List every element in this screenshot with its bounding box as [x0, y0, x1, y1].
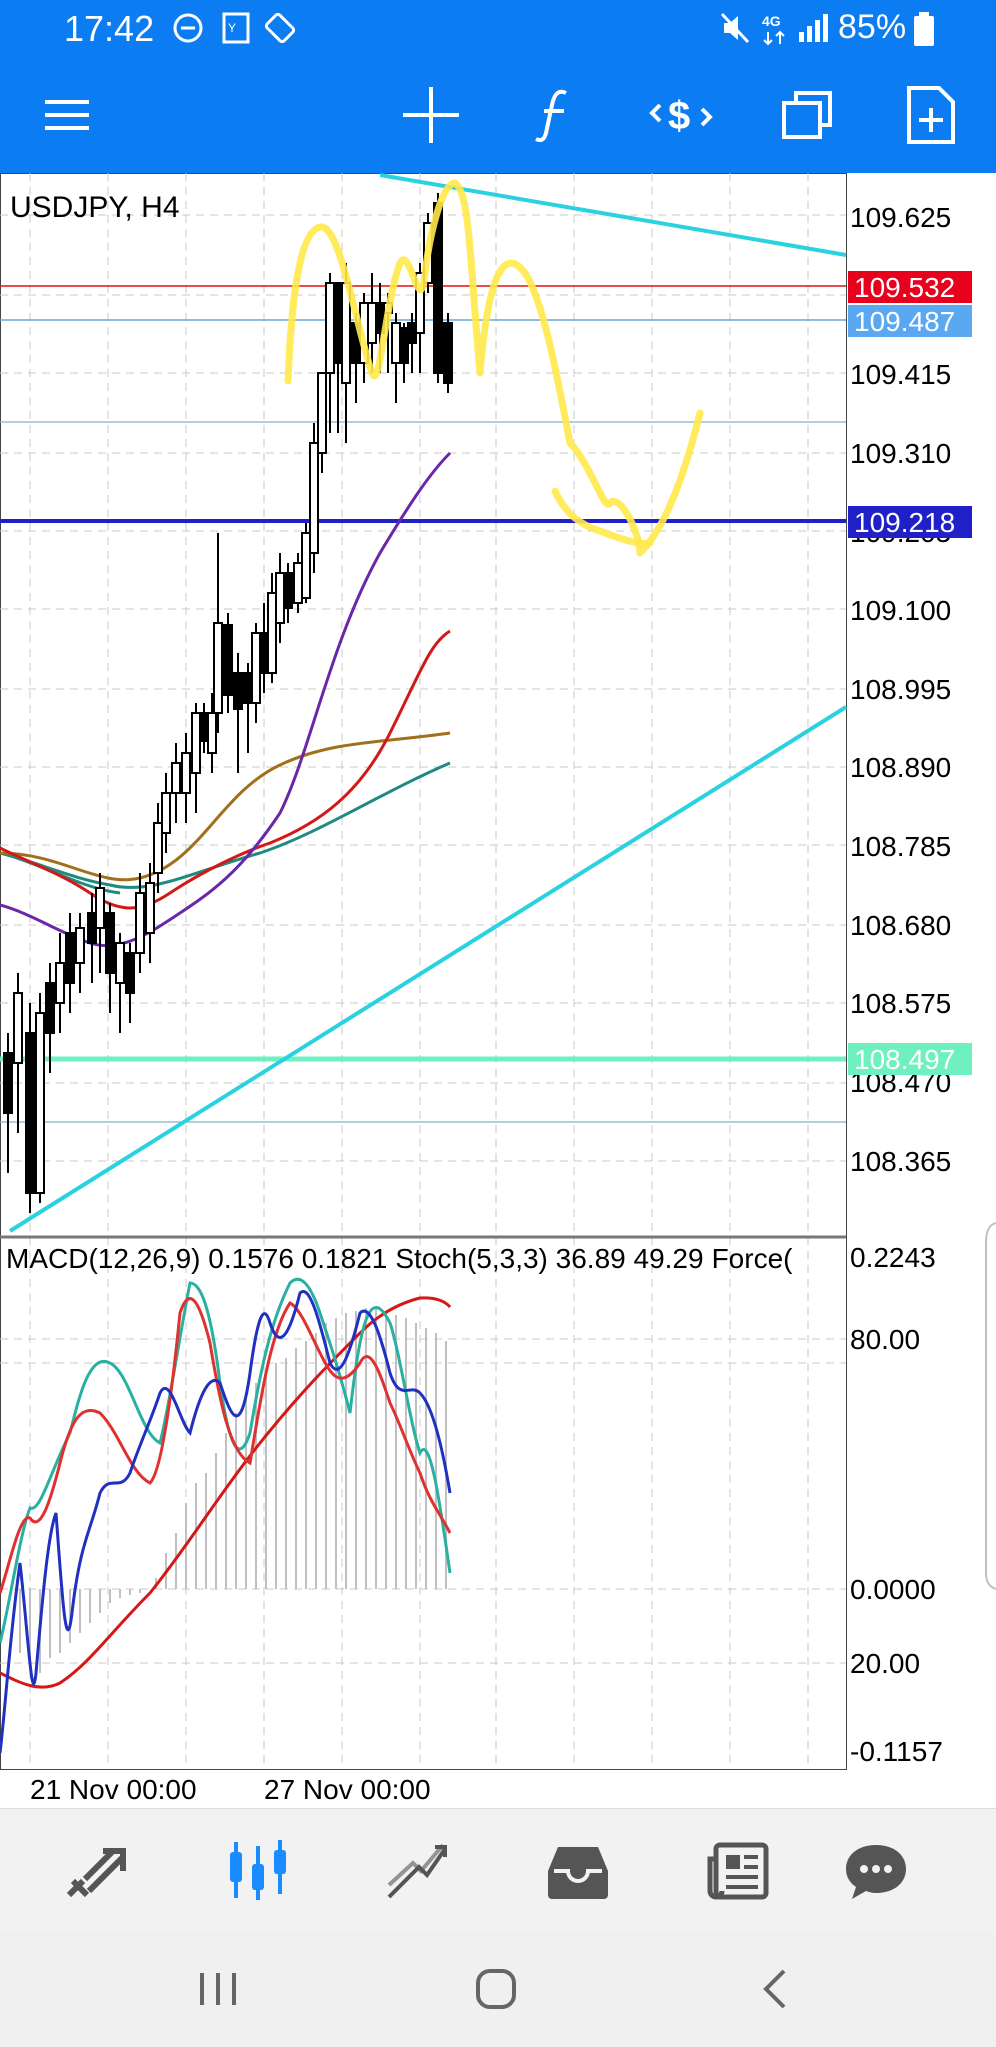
svg-text:$: $: [668, 94, 690, 138]
bid-price-text: 109.532: [854, 272, 955, 303]
ask-price-tag: [848, 305, 972, 337]
level-green-text: 108.497: [854, 1044, 955, 1075]
function-icon: [535, 89, 567, 143]
history-icon: [548, 1847, 608, 1899]
level-blue-text: 109.218: [854, 507, 955, 538]
back-button[interactable]: [736, 1959, 816, 2019]
recents-button[interactable]: [178, 1959, 258, 2019]
stoch-signal-line: [0, 1297, 452, 1594]
crosshair-icon: [403, 87, 459, 143]
stoch-main-line: [0, 1277, 452, 1644]
svg-text:Y: Y: [228, 21, 236, 35]
indicator-legend: MACD(12,26,9) 0.1576 0.1821 Stoch(5,3,3) …: [6, 1243, 846, 1275]
force-index-line: [0, 1289, 452, 1754]
battery-icon: [914, 12, 934, 46]
price-tick: 108.680: [850, 910, 951, 941]
time-label: 21 Nov 00:00: [30, 1774, 197, 1805]
system-navigation: [0, 1931, 996, 2047]
indicators-button[interactable]: [520, 80, 590, 150]
signal-icon: [799, 14, 828, 42]
chart-icon: [230, 1840, 286, 1900]
menu-button[interactable]: [32, 80, 102, 150]
chart-canvas[interactable]: 109.625 109.415 109.310 109.205 109.100 …: [0, 173, 996, 1808]
level-green-tag: [848, 1043, 972, 1075]
nav-news[interactable]: [698, 1833, 778, 1909]
symbol-timeframe: USDJPY, H4: [10, 191, 180, 224]
price-tick: 108.575: [850, 988, 951, 1019]
new-order-button[interactable]: [896, 80, 966, 150]
rotate-icon: [264, 12, 296, 44]
time-label: 27 Nov 00:00: [264, 1774, 431, 1805]
candlesticks: [3, 193, 453, 1213]
nav-chat[interactable]: [836, 1833, 916, 1909]
mute-icon: [720, 12, 750, 44]
trade-icon: [387, 1843, 447, 1899]
news-icon: [707, 1842, 769, 1900]
trade-button[interactable]: $: [646, 80, 716, 150]
home-button[interactable]: [456, 1959, 536, 2019]
level-blue-tag: [848, 506, 972, 538]
indicator-tick: 20.00: [850, 1648, 920, 1679]
macd-signal-line: [0, 1296, 452, 1689]
annotation-drawing[interactable]: [284, 179, 704, 557]
moving-average-teal: [0, 761, 451, 889]
price-tick: 109.625: [850, 202, 951, 233]
nav-history[interactable]: [538, 1833, 618, 1909]
chart-toolbar: $: [0, 60, 996, 173]
back-icon: [763, 1969, 786, 2009]
quotes-icon: [66, 1848, 126, 1898]
price-tick: 109.310: [850, 438, 951, 469]
price-axis: 109.625 109.415 109.310 109.205 109.100 …: [850, 202, 951, 1177]
trade-icon: $: [649, 94, 713, 138]
vertical-grid: [29, 173, 809, 1769]
price-tick: 108.365: [850, 1146, 951, 1177]
windows-button[interactable]: [773, 80, 843, 150]
force-label: Force(: [711, 1243, 793, 1274]
price-tick: 108.995: [850, 674, 951, 705]
nav-trade[interactable]: [378, 1833, 458, 1909]
time-axis: 21 Nov 00:00 27 Nov 00:00: [30, 1774, 431, 1805]
indicator-tick: 0.2243: [850, 1242, 936, 1273]
home-icon: [476, 1969, 516, 2009]
indicator-tick: 0.0000: [850, 1574, 936, 1605]
annotation-drawing[interactable]: [551, 487, 654, 547]
status-time: 17:42: [64, 8, 155, 49]
chat-icon: [846, 1845, 906, 1899]
macd-histogram: [19, 1308, 447, 1673]
price-tick: 109.100: [850, 595, 951, 626]
indicator-tick: 80.00: [850, 1324, 920, 1355]
windows-icon: [782, 91, 832, 139]
moving-average-brown: [0, 731, 451, 882]
battery-percent: 85%: [838, 8, 907, 46]
indicator-tick: -0.1157: [850, 1736, 943, 1767]
nav-chart[interactable]: [218, 1833, 298, 1909]
macd-label: MACD(12,26,9) 0.1576 0.1821: [6, 1243, 388, 1274]
price-tick: 108.785: [850, 831, 951, 862]
network-4g-icon: 4G: [762, 13, 785, 46]
trendline-lower[interactable]: [8, 705, 848, 1233]
moving-average-purple: [0, 451, 452, 948]
stoch-label: Stoch(5,3,3) 36.89 49.29: [395, 1243, 704, 1274]
nav-quotes[interactable]: [58, 1833, 138, 1909]
scroll-handle[interactable]: [985, 1222, 996, 1590]
do-not-disturb-icon: [173, 13, 203, 43]
menu-icon: [45, 100, 89, 130]
moving-average-red: [0, 629, 451, 910]
status-bar: 17:42 Y 4G 85%: [0, 0, 996, 60]
price-tick: 109.415: [850, 359, 951, 390]
indicator-axis: 0.2243 80.00 0.0000 20.00 -0.1157: [850, 1242, 943, 1767]
ask-price-text: 109.487: [854, 306, 955, 337]
price-tick: 108.890: [850, 752, 951, 783]
recents-icon: [200, 1973, 236, 2005]
new-document-icon: [907, 86, 955, 144]
bid-price-tag: [848, 271, 972, 303]
horizontal-grid: [0, 214, 846, 1590]
chart-area[interactable]: 109.625 109.415 109.310 109.205 109.100 …: [0, 173, 996, 1808]
svg-text:4G: 4G: [762, 13, 781, 29]
crosshair-button[interactable]: [396, 80, 466, 150]
bottom-navigation: [0, 1808, 996, 1932]
sim-icon: Y: [222, 12, 250, 44]
